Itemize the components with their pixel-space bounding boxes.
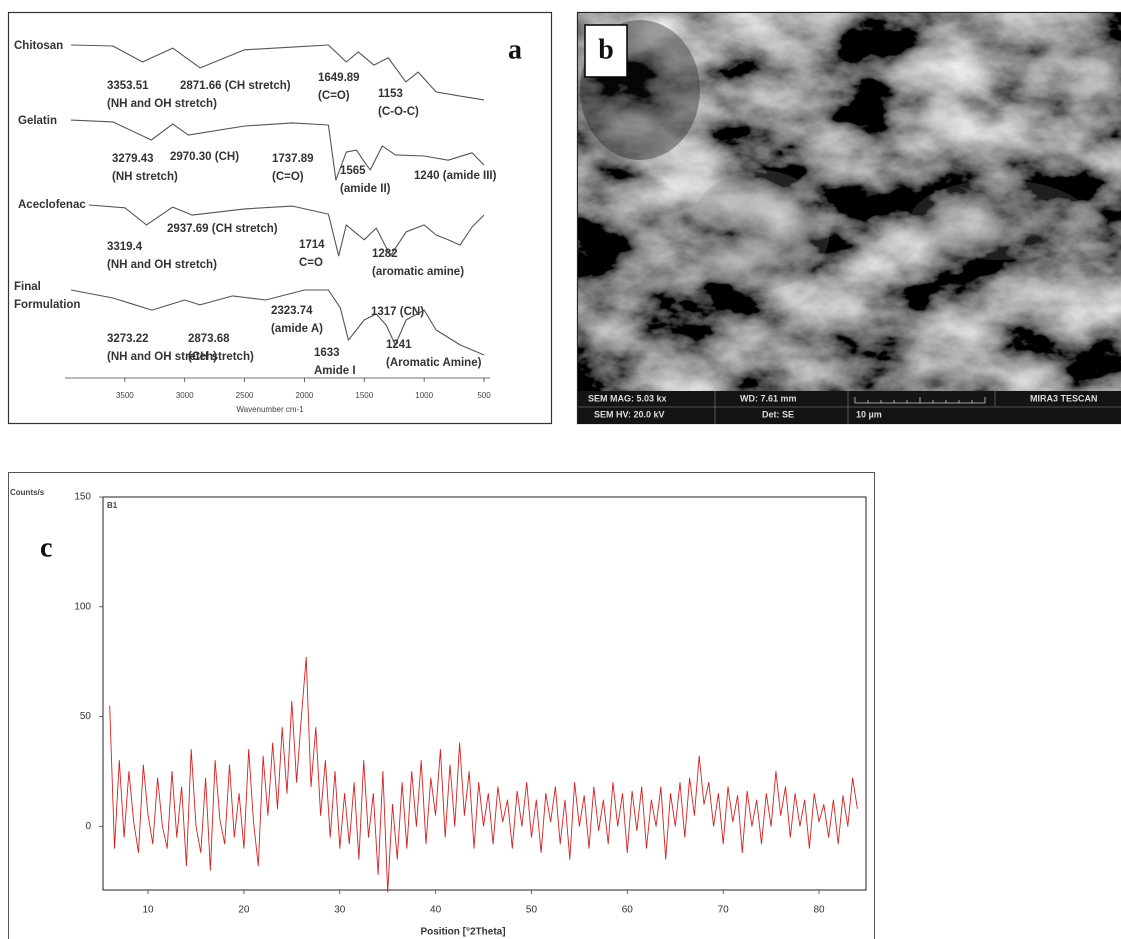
annotation: (aromatic amine) (372, 266, 464, 278)
annotation: (amide A) (271, 323, 323, 335)
annotation: Amide I (314, 365, 356, 377)
annotation: 2937.69 (CH stretch) (167, 223, 278, 235)
sem-info: Det: SE (762, 409, 794, 419)
x-tick-label: 80 (813, 905, 825, 916)
annotation: C=O (299, 257, 323, 269)
annotation: (CH stretch) (188, 351, 254, 363)
annotation: 1317 (CN) (371, 306, 424, 318)
annotation: 3353.51 (107, 80, 149, 92)
annotation: (C=O) (272, 171, 304, 183)
annotation: 3273.22 (107, 333, 149, 345)
annotation: 3279.43 (112, 153, 154, 165)
annotation: 2970.30 (CH) (170, 151, 239, 163)
x-tick-label: 50 (526, 905, 538, 916)
annotation: 2873.68 (188, 333, 230, 345)
annotation: 1241 (386, 339, 412, 351)
annotation: 1282 (372, 248, 398, 260)
x-tick-label: 3000 (176, 391, 194, 400)
y-tick-label: 0 (85, 821, 91, 832)
annotation: 2323.74 (271, 305, 313, 317)
annotation: 1649.89 (318, 72, 360, 84)
panel-label: b (598, 34, 614, 65)
sem-info: SEM HV: 20.0 kV (594, 409, 665, 419)
x-tick-label: 70 (718, 905, 730, 916)
annotation: (C=O) (318, 90, 350, 102)
sem-image (578, 13, 1121, 391)
y-tick-label: 150 (74, 492, 91, 503)
x-axis-label: Position [°2Theta] (420, 927, 505, 938)
y-tick-label: 100 (74, 601, 91, 612)
annotation: (NH and OH stretch) (107, 98, 217, 110)
annotation: 1633 (314, 347, 340, 359)
annotation: 1714 (299, 239, 325, 251)
x-tick-label: 20 (238, 905, 250, 916)
annotation: 1737.89 (272, 153, 314, 165)
x-tick-label: 500 (477, 391, 491, 400)
sem-info: 10 µm (856, 409, 882, 419)
x-tick-label: 30 (334, 905, 346, 916)
annotation: 3319.4 (107, 241, 143, 253)
annotation: 1153 (378, 88, 403, 100)
annotation: (NH and OH stretch) (107, 259, 217, 271)
panel-label: c (40, 532, 52, 563)
x-tick-label: 2500 (236, 391, 254, 400)
x-tick-label: 60 (622, 905, 634, 916)
x-tick-label: 2000 (296, 391, 314, 400)
annotation: (amide II) (340, 183, 391, 195)
y-axis-label: Counts/s (10, 488, 45, 497)
x-tick-label: 3500 (116, 391, 134, 400)
annotation: 1240 (amide III) (414, 170, 497, 182)
sem-info: WD: 7.61 mm (740, 393, 797, 403)
x-tick-label: 40 (430, 905, 442, 916)
x-tick-label: 1000 (415, 391, 433, 400)
series-name: Aceclofenac (18, 199, 86, 211)
y-tick-label: 50 (80, 711, 92, 722)
series-name: Chitosan (14, 40, 63, 52)
plot-area (103, 497, 866, 890)
x-axis-label: Wavenumber cm-1 (236, 405, 304, 414)
annotation: 2871.66 (CH stretch) (180, 80, 291, 92)
panel-label: a (508, 34, 522, 65)
x-tick-label: 10 (142, 905, 154, 916)
sem-info: SEM MAG: 5.03 kx (588, 393, 667, 403)
annotation: 1565 (340, 165, 366, 177)
chart-title: B1 (107, 501, 118, 510)
series-name: Gelatin (18, 115, 57, 127)
figure: b SEM MAG: 5.03 kx WD: 7.61 mm MIRA3 TES… (0, 0, 1121, 939)
sem-info: MIRA3 TESCAN (1030, 393, 1098, 403)
annotation: (Aromatic Amine) (386, 357, 482, 369)
x-tick-label: 1500 (355, 391, 373, 400)
annotation: (C-O-C) (378, 106, 419, 118)
annotation: (NH stretch) (112, 171, 178, 183)
